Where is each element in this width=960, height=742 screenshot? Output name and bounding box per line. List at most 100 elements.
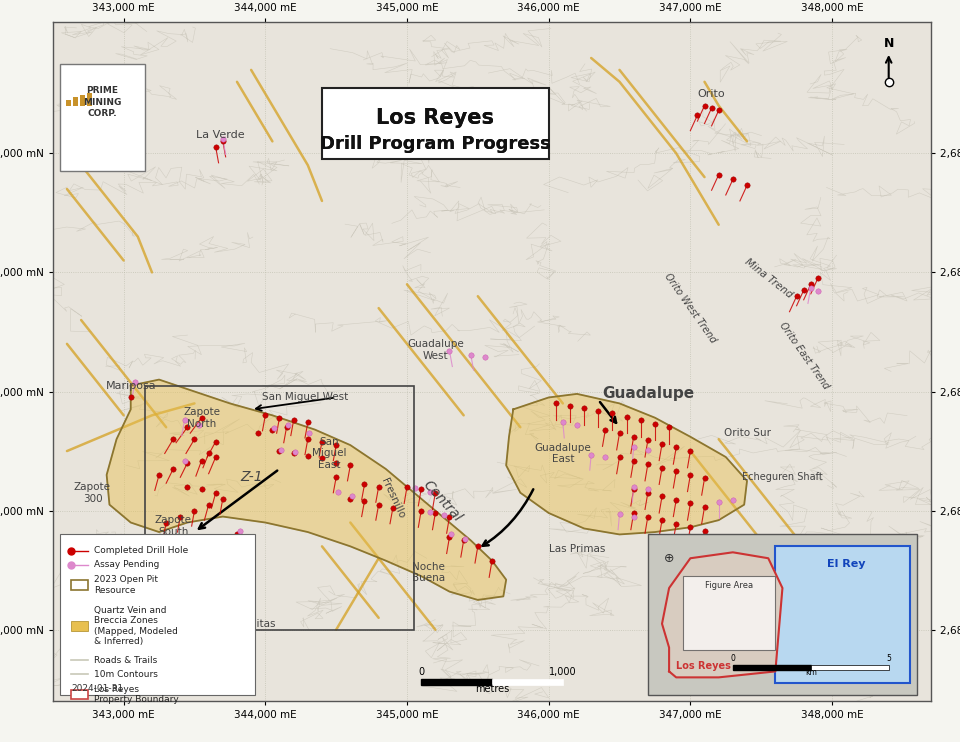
Point [569, 419, 585, 431]
Point [222, 534, 237, 546]
Point [697, 501, 712, 513]
Point [590, 404, 606, 416]
Point [444, 528, 459, 540]
Point [152, 469, 167, 481]
Point [442, 345, 457, 357]
Bar [71, 580, 88, 590]
Point [633, 414, 648, 426]
Point [215, 554, 230, 565]
Point [422, 506, 438, 518]
Point [612, 508, 627, 520]
Text: Orito West Trend: Orito West Trend [662, 272, 718, 345]
Bar [811, 666, 889, 670]
Point [371, 481, 386, 493]
Point [640, 444, 656, 456]
Point [201, 550, 216, 562]
Text: 0: 0 [419, 667, 424, 677]
Point [314, 453, 329, 464]
Polygon shape [662, 552, 782, 677]
Point [697, 99, 712, 111]
Point [605, 407, 620, 419]
Text: 5: 5 [886, 654, 891, 663]
Text: 2023 Open Pit
Resource: 2023 Open Pit Resource [94, 575, 157, 595]
Text: Noche
Buena: Noche Buena [412, 562, 444, 583]
Point [668, 465, 684, 477]
Point [626, 431, 641, 443]
Point [626, 481, 641, 493]
Point [286, 447, 301, 459]
Bar [65, 99, 70, 105]
Point [427, 487, 443, 499]
Point [683, 469, 698, 481]
Point [187, 433, 203, 445]
Bar [71, 621, 88, 631]
Point [427, 507, 443, 519]
Bar [71, 690, 88, 700]
Point [548, 398, 564, 410]
Bar [145, 386, 414, 630]
Text: Assay Pending: Assay Pending [94, 560, 159, 569]
Text: Orito Sur: Orito Sur [724, 428, 771, 439]
Point [208, 142, 224, 154]
Point [208, 436, 224, 447]
Point [725, 494, 740, 506]
Point [457, 533, 472, 545]
Point [697, 525, 712, 536]
Point [123, 392, 138, 404]
Text: Guadalupe
West: Guadalupe West [407, 339, 464, 361]
Point [640, 510, 656, 522]
Point [194, 455, 209, 467]
Point [612, 451, 627, 463]
Text: San Miguel West: San Miguel West [262, 393, 348, 402]
Point [408, 482, 423, 494]
Point [251, 427, 266, 439]
Point [414, 483, 429, 495]
Point [208, 538, 224, 550]
Point [300, 416, 316, 428]
Point [704, 102, 719, 114]
Text: San
Miguel
East: San Miguel East [312, 437, 347, 470]
Point [287, 447, 302, 459]
Point [328, 439, 344, 451]
Point [265, 424, 280, 436]
Polygon shape [107, 380, 506, 600]
Point [555, 416, 570, 428]
Point [229, 557, 245, 569]
Point [576, 402, 591, 414]
Point [300, 433, 316, 445]
Point [484, 555, 499, 567]
Text: Los Reyes: Los Reyes [676, 661, 732, 672]
Point [165, 463, 180, 475]
Point [300, 450, 316, 462]
Point [177, 414, 192, 426]
Point [173, 510, 188, 522]
Point [655, 490, 670, 502]
Point [647, 418, 662, 430]
Point [626, 483, 641, 495]
Point [470, 540, 486, 552]
Text: km: km [804, 668, 817, 677]
Point [272, 445, 287, 457]
Point [274, 444, 289, 456]
Point [661, 421, 677, 433]
Point [229, 528, 245, 540]
Point [442, 531, 457, 542]
Point [796, 284, 811, 296]
Text: MINING: MINING [84, 97, 122, 107]
Point [640, 459, 656, 470]
Point [563, 400, 578, 412]
Point [208, 487, 224, 499]
Point [191, 419, 206, 431]
Bar [322, 88, 549, 160]
Text: Mariposa: Mariposa [106, 381, 156, 390]
Bar [732, 666, 811, 670]
Point [668, 494, 684, 506]
Text: Drill Program Progress: Drill Program Progress [320, 135, 551, 153]
Point [399, 481, 415, 493]
Point [201, 447, 216, 459]
Point [810, 286, 826, 298]
Text: Las Primas: Las Primas [549, 544, 605, 554]
Point [612, 427, 627, 439]
Text: 2024-01-31: 2024-01-31 [71, 684, 123, 693]
Text: Central: Central [420, 478, 465, 525]
